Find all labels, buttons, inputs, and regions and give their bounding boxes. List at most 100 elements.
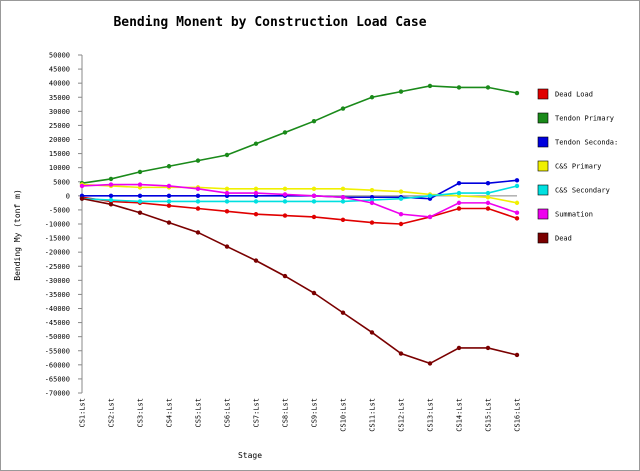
data-point xyxy=(166,193,172,199)
data-point xyxy=(456,345,462,351)
legend-swatch xyxy=(537,88,549,100)
data-point xyxy=(224,199,230,204)
data-point xyxy=(514,200,520,206)
data-point xyxy=(253,211,259,217)
data-point xyxy=(456,85,462,90)
data-point xyxy=(514,90,520,96)
data-point xyxy=(398,189,404,194)
data-point xyxy=(311,199,317,204)
x-tick-label: CS5:Lst xyxy=(195,398,203,428)
series-line xyxy=(81,197,518,365)
y-tick-label: 5000 xyxy=(53,178,70,186)
data-point xyxy=(166,220,172,225)
chart-title: Bending Monent by Construction Load Case xyxy=(113,15,426,30)
data-point xyxy=(514,178,520,183)
x-tick-label: CS7:Lst xyxy=(253,398,261,428)
data-point xyxy=(340,199,346,204)
data-point xyxy=(369,200,375,206)
data-point xyxy=(369,330,375,335)
legend-label: Tendon Seconda: xyxy=(555,139,618,147)
data-point xyxy=(166,203,172,208)
data-point xyxy=(340,195,346,200)
data-point xyxy=(340,186,346,191)
y-tick-label: 50000 xyxy=(49,52,70,60)
y-tick-label: -20000 xyxy=(45,249,70,257)
data-point xyxy=(137,193,143,199)
y-tick-label: 25000 xyxy=(49,122,70,130)
y-tick-label: -5000 xyxy=(49,206,70,214)
data-point xyxy=(456,200,462,206)
data-point xyxy=(195,186,201,191)
data-point xyxy=(311,118,317,124)
data-point xyxy=(224,244,230,249)
data-point xyxy=(427,83,433,89)
y-tick-label: 0 xyxy=(66,192,70,200)
data-point xyxy=(398,221,404,227)
legend-label: Summation xyxy=(555,211,593,219)
y-tick-label: 15000 xyxy=(49,150,70,158)
y-tick-label: -50000 xyxy=(45,333,70,341)
legend-label: Dead Load xyxy=(555,91,593,99)
x-tick-label: CS1:Lst xyxy=(79,398,87,428)
y-tick-label: 45000 xyxy=(49,66,70,74)
legend-label: Tendon Primary xyxy=(555,115,614,123)
data-point xyxy=(282,186,288,191)
data-point xyxy=(311,290,317,296)
data-point xyxy=(398,89,404,94)
data-point xyxy=(485,195,491,200)
y-tick-label: -70000 xyxy=(45,390,70,398)
x-tick-label: CS15:Lst xyxy=(485,398,493,432)
x-tick-label: CS2:Lst xyxy=(108,398,116,428)
y-tick-label: 30000 xyxy=(49,108,70,116)
data-point xyxy=(282,199,288,204)
series-line xyxy=(81,183,518,218)
series-line xyxy=(81,185,518,203)
data-point xyxy=(398,351,404,356)
data-point xyxy=(253,199,259,204)
data-point xyxy=(108,197,114,203)
y-axis-label: Bending My (tonf m) xyxy=(13,189,22,281)
data-point xyxy=(340,106,346,111)
x-tick-label: CS9:Lst xyxy=(311,398,319,428)
y-tick-label: -60000 xyxy=(45,361,70,369)
y-tick-label: -10000 xyxy=(45,221,70,229)
data-point xyxy=(195,199,201,204)
legend-label: Dead xyxy=(555,235,572,243)
y-tick-label: 35000 xyxy=(49,94,70,102)
data-point xyxy=(485,180,491,186)
x-tick-label: CS3:Lst xyxy=(137,398,145,428)
series-line xyxy=(81,196,518,225)
data-point xyxy=(224,186,230,191)
x-tick-label: CS8:Lst xyxy=(282,398,290,428)
y-tick-label: -65000 xyxy=(45,375,70,383)
data-point xyxy=(166,199,172,204)
data-point xyxy=(485,190,491,196)
series-line xyxy=(81,85,518,184)
data-point xyxy=(137,199,143,204)
data-point xyxy=(79,196,85,201)
data-point xyxy=(456,206,462,211)
data-point xyxy=(514,352,520,358)
data-point xyxy=(427,193,433,199)
data-point xyxy=(514,210,520,215)
data-point xyxy=(427,361,433,366)
data-point xyxy=(282,213,288,218)
data-point xyxy=(137,169,143,175)
legend-swatch xyxy=(537,136,549,148)
data-point xyxy=(311,214,317,220)
y-tick-label: -45000 xyxy=(45,319,70,327)
data-point xyxy=(79,183,85,189)
x-tick-label: CS13:Lst xyxy=(427,398,435,432)
legend-swatch xyxy=(537,184,549,196)
data-point xyxy=(456,180,462,186)
data-point xyxy=(195,230,201,235)
data-point xyxy=(253,258,259,263)
data-point xyxy=(340,310,346,315)
y-tick-label: -55000 xyxy=(45,347,70,355)
y-tick-label: -25000 xyxy=(45,263,70,271)
data-point xyxy=(108,182,114,187)
data-point xyxy=(369,220,375,225)
x-tick-label: CS12:Lst xyxy=(398,398,406,432)
legend-label: C&S Secondary xyxy=(555,187,610,195)
